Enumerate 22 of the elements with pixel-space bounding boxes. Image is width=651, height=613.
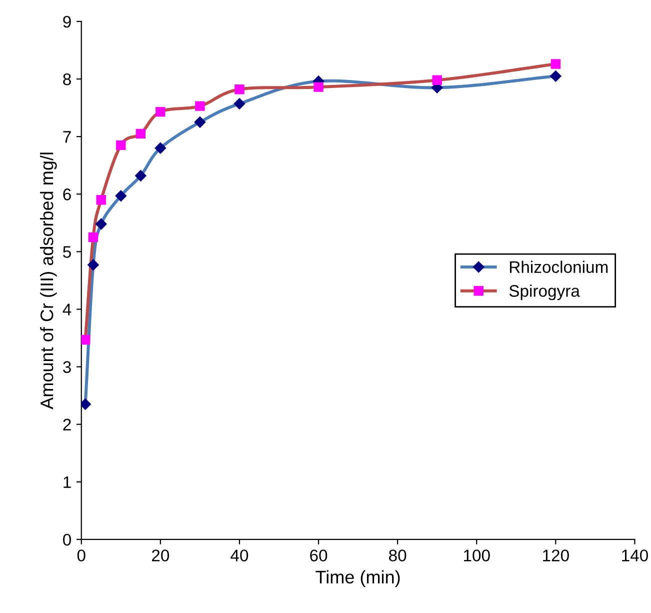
x-tick-label: 120: [543, 550, 569, 562]
x-tick-label: 0: [77, 550, 86, 562]
legend-label: Rhizoclonium: [510, 260, 608, 273]
y-axis-title: Amount of Cr (III) adsorbed mg/l: [40, 152, 57, 410]
y-tick-label: 0: [63, 534, 71, 546]
x-tick-label: 60: [310, 550, 328, 562]
y-tick-label: 1: [64, 476, 71, 488]
x-tick-label: 40: [230, 550, 248, 562]
y-tick-label: 2: [63, 418, 71, 430]
y-tick-label: 5: [63, 246, 71, 258]
x-axis-title: Time (min): [316, 570, 400, 588]
y-tick-label: 6: [63, 188, 71, 200]
x-tick-label: 140: [622, 550, 648, 562]
y-tick-label: 8: [63, 73, 71, 86]
y-tick-label: 4: [62, 304, 72, 316]
y-tick-label: 9: [63, 16, 71, 28]
legend-label: Spirogyra: [509, 284, 580, 300]
y-tick-label: 7: [63, 131, 71, 143]
y-tick-label: 3: [63, 361, 71, 373]
x-tick-label: 20: [152, 550, 170, 562]
x-tick-label: 100: [464, 550, 490, 562]
x-tick-label: 80: [389, 550, 406, 562]
